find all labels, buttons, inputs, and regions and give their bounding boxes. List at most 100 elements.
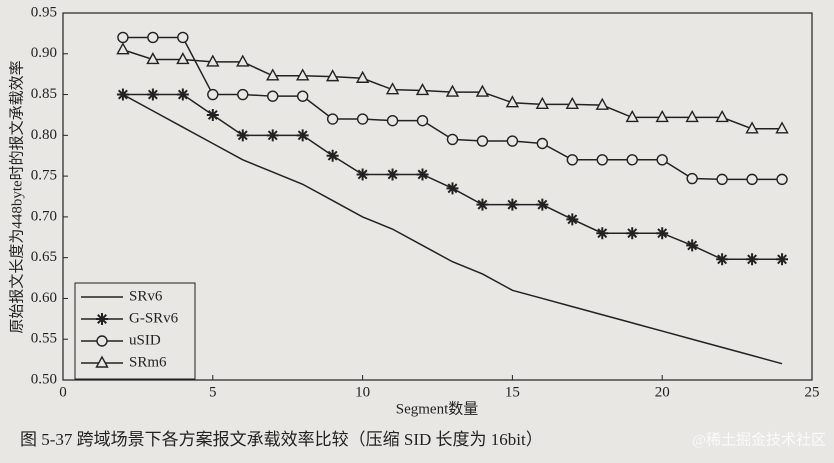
marker bbox=[386, 114, 399, 127]
marker bbox=[506, 135, 519, 147]
marker bbox=[207, 88, 219, 101]
marker bbox=[267, 90, 279, 102]
x-axis-label: Segment数量 bbox=[396, 400, 479, 417]
marker bbox=[686, 239, 699, 252]
marker bbox=[206, 54, 220, 67]
marker bbox=[356, 168, 369, 181]
marker bbox=[566, 213, 579, 226]
marker bbox=[176, 52, 190, 65]
marker bbox=[296, 90, 309, 102]
y-tick-label: 0.90 bbox=[31, 45, 57, 61]
y-tick-label: 0.60 bbox=[31, 290, 57, 306]
marker bbox=[566, 154, 579, 166]
y-tick-label: 0.75 bbox=[31, 168, 57, 184]
marker bbox=[475, 84, 490, 97]
marker bbox=[147, 31, 159, 44]
marker bbox=[535, 96, 550, 110]
marker bbox=[596, 154, 608, 166]
caption: 图 5-37 跨域场景下各方案报文承载效率比较（压缩 SID 长度为 16bit… bbox=[20, 430, 543, 449]
x-tick-label: 0 bbox=[59, 384, 67, 400]
series-line bbox=[122, 93, 783, 261]
marker bbox=[686, 172, 698, 185]
marker bbox=[296, 129, 309, 142]
legend-marker bbox=[96, 313, 108, 325]
marker bbox=[236, 54, 250, 67]
marker bbox=[625, 109, 639, 123]
marker bbox=[326, 149, 339, 162]
x-tick-label: 25 bbox=[805, 384, 820, 400]
x-tick-label: 10 bbox=[355, 384, 370, 400]
marker bbox=[266, 129, 279, 142]
x-tick-label: 20 bbox=[655, 384, 670, 400]
marker bbox=[776, 173, 788, 186]
marker bbox=[356, 113, 369, 125]
marker bbox=[746, 173, 758, 186]
plot-frame bbox=[62, 12, 813, 381]
marker bbox=[626, 227, 639, 240]
series-line bbox=[122, 36, 783, 181]
legend-marker bbox=[96, 335, 108, 347]
marker bbox=[596, 227, 609, 240]
marker bbox=[237, 88, 249, 101]
y-tick-label: 0.65 bbox=[31, 249, 57, 265]
marker bbox=[655, 109, 669, 123]
marker bbox=[355, 70, 370, 83]
series-line bbox=[122, 93, 783, 365]
marker bbox=[595, 97, 609, 110]
marker bbox=[536, 198, 549, 211]
watermark: @稀土掘金技术社区 bbox=[692, 431, 826, 448]
marker bbox=[745, 121, 759, 134]
marker bbox=[236, 129, 249, 142]
marker bbox=[685, 109, 699, 123]
marker bbox=[746, 253, 759, 266]
marker bbox=[206, 108, 219, 121]
legend-label: SRv6 bbox=[129, 288, 163, 304]
x-tick-label: 5 bbox=[209, 384, 217, 400]
marker bbox=[476, 135, 489, 147]
marker bbox=[656, 227, 669, 240]
marker bbox=[117, 31, 129, 44]
y-tick-label: 0.85 bbox=[31, 86, 57, 102]
marker bbox=[776, 253, 789, 266]
marker bbox=[266, 68, 280, 81]
marker bbox=[386, 168, 399, 181]
marker bbox=[716, 253, 729, 266]
marker bbox=[445, 84, 460, 97]
marker bbox=[716, 173, 728, 186]
marker bbox=[506, 198, 519, 211]
marker bbox=[536, 137, 549, 150]
marker bbox=[116, 88, 129, 101]
marker bbox=[326, 113, 339, 125]
marker bbox=[176, 88, 189, 101]
marker bbox=[146, 52, 160, 65]
marker bbox=[715, 109, 729, 123]
y-axis-label: 原始报文长度为448byte时的报文承载效率 bbox=[8, 60, 25, 333]
marker bbox=[416, 168, 429, 181]
y-tick-label: 0.55 bbox=[31, 331, 57, 347]
marker bbox=[626, 154, 638, 166]
y-tick-label: 0.80 bbox=[31, 127, 57, 143]
marker bbox=[295, 68, 310, 81]
marker bbox=[656, 154, 668, 166]
legend-marker bbox=[95, 355, 109, 368]
marker bbox=[146, 88, 159, 101]
marker bbox=[385, 82, 400, 95]
marker bbox=[446, 133, 459, 146]
y-tick-label: 0.70 bbox=[31, 208, 57, 224]
y-tick-label: 0.50 bbox=[31, 371, 57, 387]
legend-label: G-SRv6 bbox=[129, 310, 179, 326]
marker bbox=[476, 198, 489, 211]
marker bbox=[775, 121, 789, 134]
marker bbox=[415, 83, 430, 96]
legend-box bbox=[74, 282, 196, 380]
y-tick-label: 0.95 bbox=[31, 4, 57, 20]
marker bbox=[325, 69, 340, 82]
legend-label: SRm6 bbox=[129, 354, 167, 370]
marker bbox=[565, 96, 580, 110]
marker bbox=[177, 31, 189, 44]
marker bbox=[505, 95, 520, 108]
marker bbox=[116, 42, 130, 55]
marker bbox=[416, 114, 429, 127]
legend-label: uSID bbox=[129, 332, 161, 348]
